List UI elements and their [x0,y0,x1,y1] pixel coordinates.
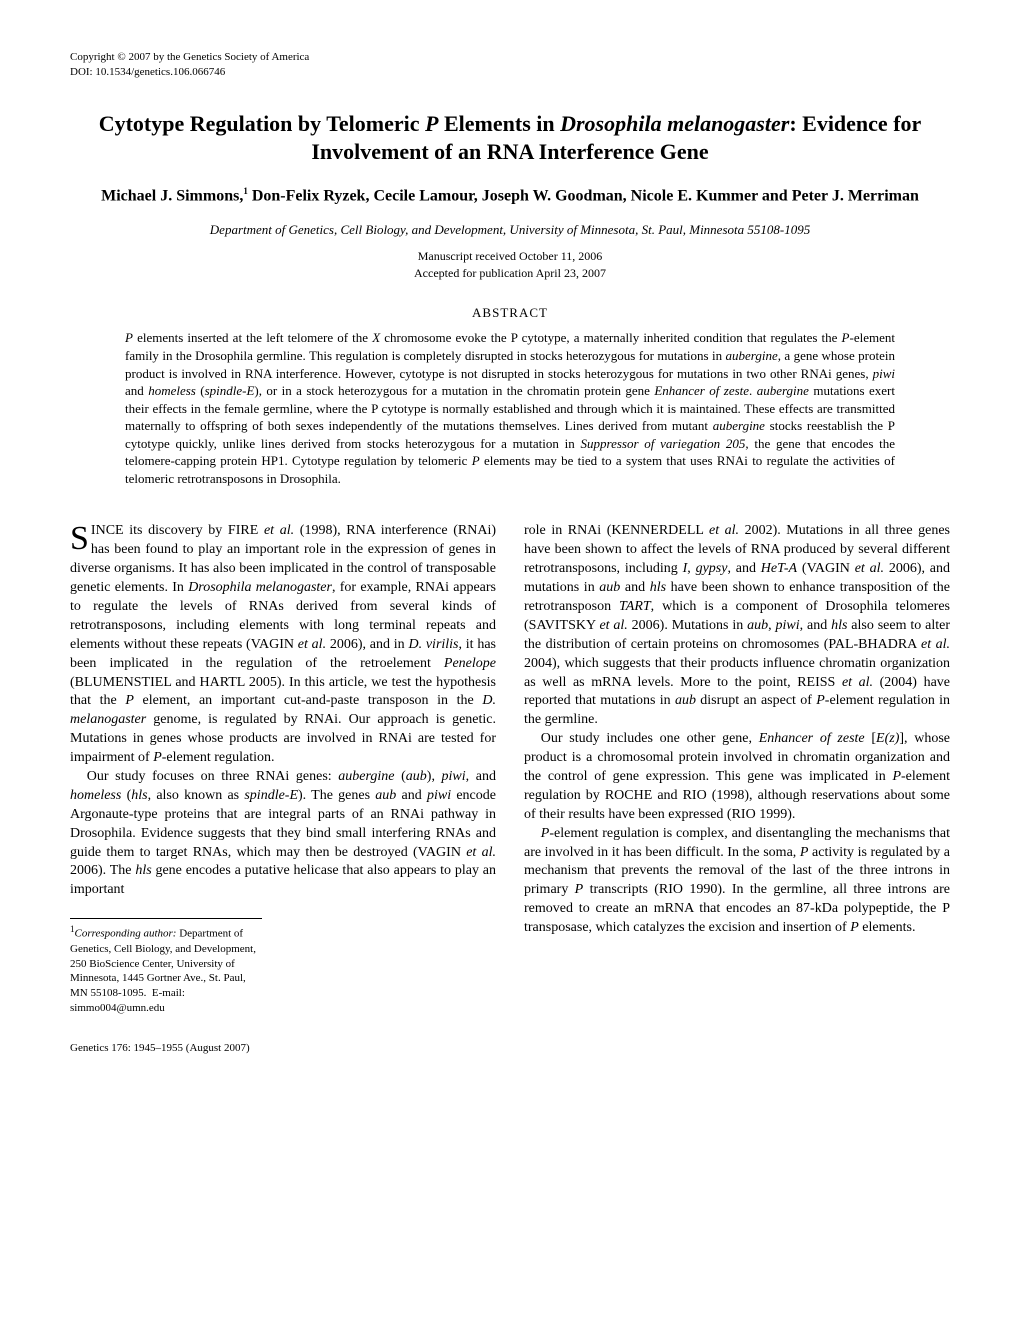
copyright-block: Copyright © 2007 by the Genetics Society… [70,50,950,80]
date-received: Manuscript received October 11, 2006 [70,248,950,265]
author-list: Michael J. Simmons,1 Don-Felix Ryzek, Ce… [70,185,950,207]
copyright-line2: DOI: 10.1534/genetics.106.066746 [70,65,950,80]
body-p5: P-element regulation is complex, and dis… [524,825,950,938]
body-p1: SINCE its discovery by FIRE et al. (1998… [70,522,496,768]
corresponding-author-footnote: 1Corresponding author: Department of Gen… [70,918,262,1016]
affiliation: Department of Genetics, Cell Biology, an… [70,221,950,239]
body-p2: Our study focuses on three RNAi genes: a… [70,768,496,900]
body-p4: Our study includes one other gene, Enhan… [524,730,950,824]
copyright-line1: Copyright © 2007 by the Genetics Society… [70,50,950,65]
body-p3: role in RNAi (KENNERDELL et al. 2002). M… [524,522,950,730]
abstract-heading: ABSTRACT [70,304,950,322]
article-title: Cytotype Regulation by Telomeric P Eleme… [70,110,950,167]
date-accepted: Accepted for publication April 23, 2007 [70,265,950,282]
journal-footer: Genetics 176: 1945–1955 (August 2007) [70,1041,950,1056]
body-columns: SINCE its discovery by FIRE et al. (1998… [70,522,950,1016]
manuscript-dates: Manuscript received October 11, 2006 Acc… [70,248,950,282]
abstract-text: P elements inserted at the left telomere… [125,329,895,487]
